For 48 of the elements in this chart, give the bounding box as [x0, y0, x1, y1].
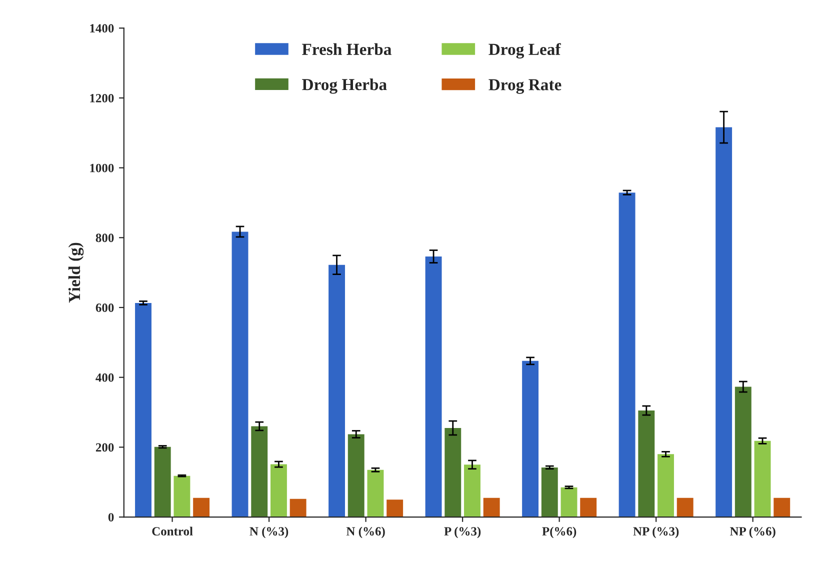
bar	[193, 498, 210, 518]
y-tick-label: 1400	[90, 24, 114, 33]
bar	[425, 256, 442, 518]
y-tick-label: 1200	[90, 94, 114, 102]
bar	[290, 498, 306, 518]
bar	[483, 498, 500, 518]
bar	[754, 440, 771, 518]
x-tick-label: Control	[152, 526, 193, 536]
bar	[270, 464, 287, 518]
bar	[135, 302, 152, 518]
y-axis-title: Yield (g)	[68, 242, 84, 303]
x-tick-label: N (%6)	[346, 526, 385, 538]
y-tick-label: 200	[96, 443, 114, 452]
bar	[348, 434, 364, 518]
bar	[658, 454, 674, 518]
bar	[367, 470, 384, 518]
bar	[386, 500, 404, 518]
bar	[522, 360, 539, 518]
x-tick-label: P (%3)	[444, 526, 481, 538]
x-tick-label: N (%3)	[250, 526, 288, 538]
bar	[580, 498, 597, 518]
bar	[676, 498, 694, 518]
bar	[154, 446, 171, 518]
bar	[328, 264, 345, 518]
x-tick-label: NP (%6)	[730, 526, 776, 538]
bar	[251, 426, 268, 518]
legend-label: Drog Rate	[488, 79, 562, 94]
bar	[716, 127, 732, 518]
x-tick-label: P(%6)	[542, 526, 576, 538]
bar	[734, 386, 752, 518]
legend-label: Drog Herba	[302, 78, 387, 94]
bar	[618, 192, 636, 518]
bar	[774, 498, 790, 518]
bar	[541, 467, 558, 518]
legend-label: Fresh Herba	[302, 43, 392, 55]
bar	[464, 464, 480, 518]
bar	[232, 232, 248, 518]
y-tick-label: 1000	[90, 164, 114, 172]
bar	[560, 487, 578, 518]
y-tick-label: 0	[108, 513, 114, 522]
x-tick-label: NP (%3)	[633, 526, 679, 538]
legend-label: Drog Leaf	[488, 43, 561, 59]
bar	[174, 476, 190, 518]
bar	[444, 428, 462, 518]
y-tick-label: 800	[96, 234, 114, 242]
y-tick-label: 400	[96, 373, 114, 382]
y-tick-label: 600	[96, 304, 114, 312]
bar	[638, 410, 655, 518]
